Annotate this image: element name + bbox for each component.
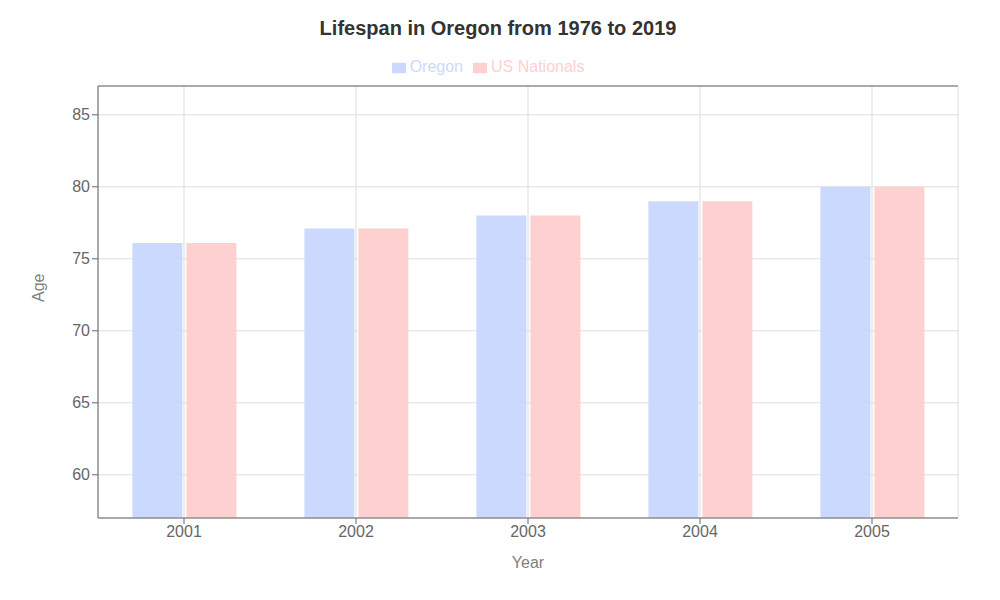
svg-text:2001: 2001 [166, 523, 202, 540]
svg-text:80: 80 [72, 178, 90, 195]
svg-text:70: 70 [72, 322, 90, 339]
svg-text:85: 85 [72, 106, 90, 123]
html-text:Oregon: Oregon [409, 58, 463, 75]
svg-text:Age: Age [30, 273, 47, 302]
svg-text:65: 65 [72, 394, 90, 411]
svg-text:Year: Year [512, 554, 545, 571]
html-text:US Nationals: US Nationals [491, 58, 585, 75]
svg-text:60: 60 [72, 466, 90, 483]
svg-text:75: 75 [72, 250, 90, 267]
html-text:Lifespan in Oregon from 1976 t: Lifespan in Oregon from 1976 to 2019 [319, 17, 677, 39]
svg-text:2005: 2005 [854, 523, 890, 540]
svg-text:2002: 2002 [338, 523, 374, 540]
svg-text:2004: 2004 [682, 523, 718, 540]
svg-text:2003: 2003 [510, 523, 546, 540]
